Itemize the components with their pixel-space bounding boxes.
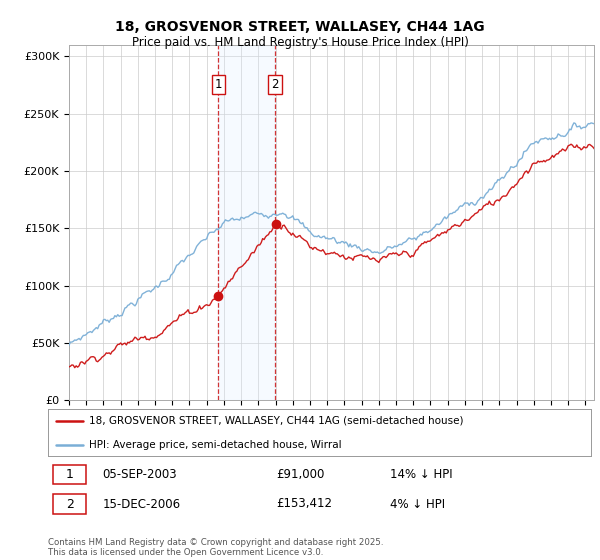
Text: 1: 1: [215, 78, 222, 91]
Text: Price paid vs. HM Land Registry's House Price Index (HPI): Price paid vs. HM Land Registry's House …: [131, 36, 469, 49]
Text: 14% ↓ HPI: 14% ↓ HPI: [390, 468, 453, 481]
Text: 2: 2: [66, 497, 74, 511]
Text: £91,000: £91,000: [276, 468, 325, 481]
Text: HPI: Average price, semi-detached house, Wirral: HPI: Average price, semi-detached house,…: [89, 440, 341, 450]
FancyBboxPatch shape: [53, 465, 86, 484]
Text: 18, GROSVENOR STREET, WALLASEY, CH44 1AG (semi-detached house): 18, GROSVENOR STREET, WALLASEY, CH44 1AG…: [89, 416, 463, 426]
Text: 4% ↓ HPI: 4% ↓ HPI: [390, 497, 445, 511]
Text: 18, GROSVENOR STREET, WALLASEY, CH44 1AG: 18, GROSVENOR STREET, WALLASEY, CH44 1AG: [115, 20, 485, 34]
Text: 15-DEC-2006: 15-DEC-2006: [103, 497, 181, 511]
Text: 05-SEP-2003: 05-SEP-2003: [103, 468, 177, 481]
Text: £153,412: £153,412: [276, 497, 332, 511]
Bar: [218, 45, 275, 400]
FancyBboxPatch shape: [53, 494, 86, 514]
Text: 2: 2: [271, 78, 278, 91]
Text: Contains HM Land Registry data © Crown copyright and database right 2025.
This d: Contains HM Land Registry data © Crown c…: [48, 538, 383, 557]
Text: 1: 1: [66, 468, 74, 481]
